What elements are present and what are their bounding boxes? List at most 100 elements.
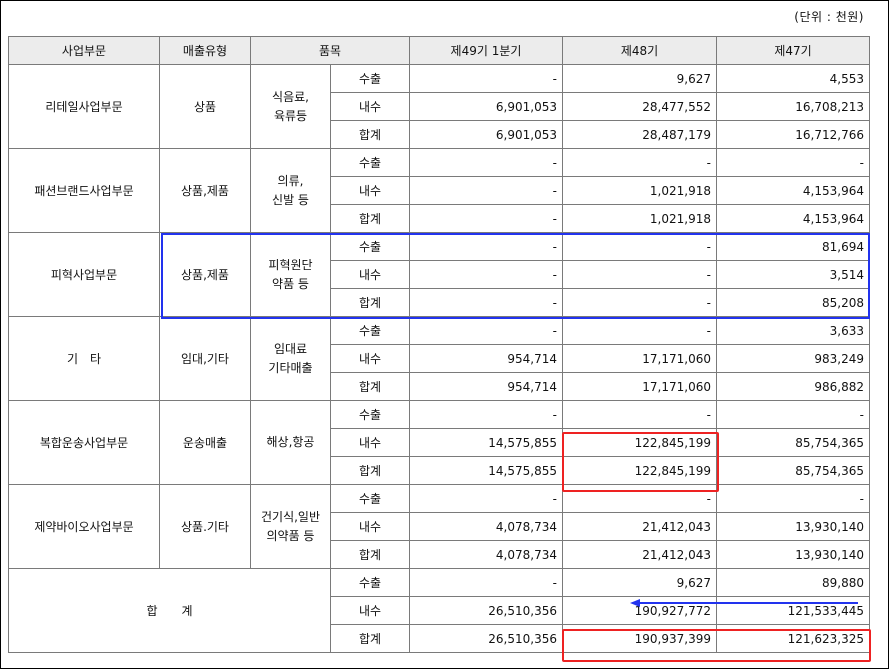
sub-label: 수출: [330, 64, 410, 93]
sales-by-segment-table: 사업부문 매출유형 품목 제49기 1분기 제48기 제47기 리테일사업부문 상…: [8, 36, 870, 653]
table-row: 내수 6,901,053 28,477,552 16,708,213: [9, 92, 870, 121]
sales-type: 상품,제품: [159, 148, 251, 233]
sub-label: 합계: [330, 288, 410, 317]
header-item: 품목: [250, 36, 410, 65]
sales-type: 상품,제품: [159, 232, 251, 317]
total-value-cell: 89,880: [716, 568, 870, 597]
total-value-cell: 9,627: [562, 568, 717, 597]
sub-label: 내수: [330, 596, 410, 625]
value-cell: 954,714: [409, 344, 563, 373]
value-cell: 14,575,855: [409, 456, 563, 485]
item-line: 식음료,: [272, 89, 309, 104]
total-label: 합 계: [8, 568, 331, 653]
sales-type: 상품.기타: [159, 484, 251, 569]
item-name: 식음료, 육류등: [250, 64, 331, 149]
value-cell: -: [562, 260, 717, 289]
header-segment: 사업부문: [8, 36, 160, 65]
value-cell: 85,754,365: [716, 456, 870, 485]
item-line: 약품 등: [272, 276, 309, 291]
sub-label: 수출: [330, 400, 410, 429]
value-cell: 1,021,918: [562, 176, 717, 205]
value-cell: 4,153,964: [716, 176, 870, 205]
item-line: 건기식,일반: [260, 509, 320, 524]
value-cell: 17,171,060: [562, 344, 717, 373]
table-row: 합계 6,901,053 28,487,179 16,712,766: [9, 120, 870, 149]
item-line: 해상,항공: [266, 435, 315, 449]
value-cell: 16,708,213: [716, 92, 870, 121]
table-row: 합계 14,575,855 122,845,199 85,754,365: [9, 456, 870, 485]
value-cell: -: [562, 148, 717, 177]
item-line: 기타매출: [268, 360, 313, 375]
value-cell: 21,412,043: [562, 540, 717, 569]
unit-label: (단위 : 천원): [794, 10, 864, 24]
value-cell: -: [409, 316, 563, 345]
value-cell: 122,845,199: [562, 428, 717, 457]
value-cell: 122,845,199: [562, 456, 717, 485]
value-cell: 13,930,140: [716, 540, 870, 569]
sub-label: 내수: [330, 260, 410, 289]
value-cell: -: [409, 232, 563, 261]
sub-label: 합계: [330, 372, 410, 401]
sub-label: 수출: [330, 232, 410, 261]
item-line: 육류등: [273, 108, 308, 123]
value-cell: 4,553: [716, 64, 870, 93]
value-cell: 16,712,766: [716, 120, 870, 149]
table-row: 합계 4,078,734 21,412,043 13,930,140: [9, 540, 870, 569]
sub-label: 내수: [330, 512, 410, 541]
value-cell: 85,208: [716, 288, 870, 317]
sub-label: 내수: [330, 344, 410, 373]
table-row: 제약바이오사업부문 상품.기타 건기식,일반 의약품 등 수출 - - -: [8, 484, 870, 569]
value-cell: -: [409, 64, 563, 93]
value-cell: -: [562, 400, 717, 429]
segment-name: 피혁사업부문: [8, 232, 160, 317]
value-cell: 3,514: [716, 260, 870, 289]
segment-name: 패션브랜드사업부문: [8, 148, 160, 233]
table-row: 내수 4,078,734 21,412,043 13,930,140: [9, 512, 870, 541]
value-cell: -: [562, 484, 717, 513]
total-value-cell: 26,510,356: [409, 596, 563, 625]
table-row: 리테일사업부문 상품 식음료, 육류등 수출 -9,627 4,553: [8, 64, 870, 149]
value-cell: 17,171,060: [562, 372, 717, 401]
value-cell: -: [409, 148, 563, 177]
value-cell: -: [716, 148, 870, 177]
header-period-47: 제47기: [716, 36, 870, 65]
sales-type: 운송매출: [159, 400, 251, 485]
segment-name: 복합운송사업부문: [8, 400, 160, 485]
segment-name: 기 타: [8, 316, 160, 401]
value-cell: -: [409, 484, 563, 513]
table-row: 기 타 임대,기타 임대료 기타매출 수출 - -3,633: [8, 316, 870, 401]
value-cell: 28,477,552: [562, 92, 717, 121]
value-cell: 85,754,365: [716, 428, 870, 457]
value-cell: -: [409, 204, 563, 233]
value-cell: 21,412,043: [562, 512, 717, 541]
table-row: 복합운송사업부문 운송매출 해상,항공 수출 - - -: [8, 400, 870, 485]
total-value-cell: 121,623,325: [716, 624, 870, 653]
value-cell: 6,901,053: [409, 120, 563, 149]
value-cell: 9,627: [562, 64, 717, 93]
value-cell: 13,930,140: [716, 512, 870, 541]
sub-label: 수출: [330, 148, 410, 177]
sales-type: 상품: [159, 64, 251, 149]
sub-label: 내수: [330, 92, 410, 121]
sales-type: 임대,기타: [159, 316, 251, 401]
value-cell: -: [409, 260, 563, 289]
table-row: 합계 - -85,208: [9, 288, 870, 317]
value-cell: -: [716, 484, 870, 513]
table-row: 내수 14,575,855 122,845,199 85,754,365: [9, 428, 870, 457]
table-row: 피혁사업부문 상품,제품 피혁원단 약품 등 수출 - -81,694: [8, 232, 870, 317]
sub-label: 합계: [330, 540, 410, 569]
value-cell: 14,575,855: [409, 428, 563, 457]
value-cell: 4,078,734: [409, 540, 563, 569]
sub-label: 합계: [330, 120, 410, 149]
table-row: 내수 - -3,514: [9, 260, 870, 289]
value-cell: 1,021,918: [562, 204, 717, 233]
total-value-cell: 190,927,772: [562, 596, 717, 625]
header-period-48: 제48기: [562, 36, 717, 65]
value-cell: 3,633: [716, 316, 870, 345]
total-row: 내수 26,510,356 190,927,772 121,533,445: [9, 596, 870, 625]
sub-label: 수출: [330, 316, 410, 345]
header-row: 사업부문 매출유형 품목 제49기 1분기 제48기 제47기: [8, 36, 870, 65]
value-cell: 983,249: [716, 344, 870, 373]
sub-label: 합계: [330, 204, 410, 233]
item-name: 의류, 신발 등: [250, 148, 331, 233]
